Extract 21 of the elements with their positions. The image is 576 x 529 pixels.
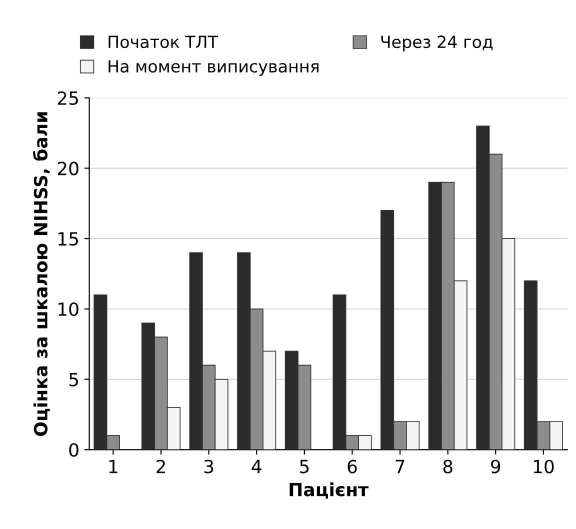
y-tick-label: 25 bbox=[58, 91, 78, 105]
y-tick-label: 20 bbox=[58, 162, 78, 176]
y-axis-title: Оцінка за шкалою NIHSS, бали bbox=[32, 112, 50, 436]
legend-label: Початок ТЛТ bbox=[108, 36, 218, 48]
x-tick-label: 10 bbox=[534, 460, 554, 474]
x-tick-label: 4 bbox=[252, 460, 262, 474]
x-tick-label: 7 bbox=[396, 460, 404, 474]
legend-label: Через 24 год bbox=[381, 36, 493, 52]
x-tick-label: 3 bbox=[204, 460, 214, 474]
x-tick-label: 8 bbox=[443, 460, 452, 474]
x-tick-label: 5 bbox=[300, 460, 309, 474]
y-tick-label: 15 bbox=[58, 232, 78, 246]
x-tick-label: 9 bbox=[491, 460, 500, 474]
x-tick-label: 6 bbox=[348, 460, 357, 474]
x-tick-label: 2 bbox=[156, 460, 165, 474]
x-axis-title: Пацієнт bbox=[290, 482, 368, 499]
legend-label: На момент виписування bbox=[108, 60, 318, 76]
y-tick-label: 5 bbox=[69, 372, 78, 386]
y-tick-label: 10 bbox=[58, 302, 78, 316]
y-tick-label: 0 bbox=[69, 443, 78, 457]
x-tick-label: 1 bbox=[109, 460, 118, 474]
